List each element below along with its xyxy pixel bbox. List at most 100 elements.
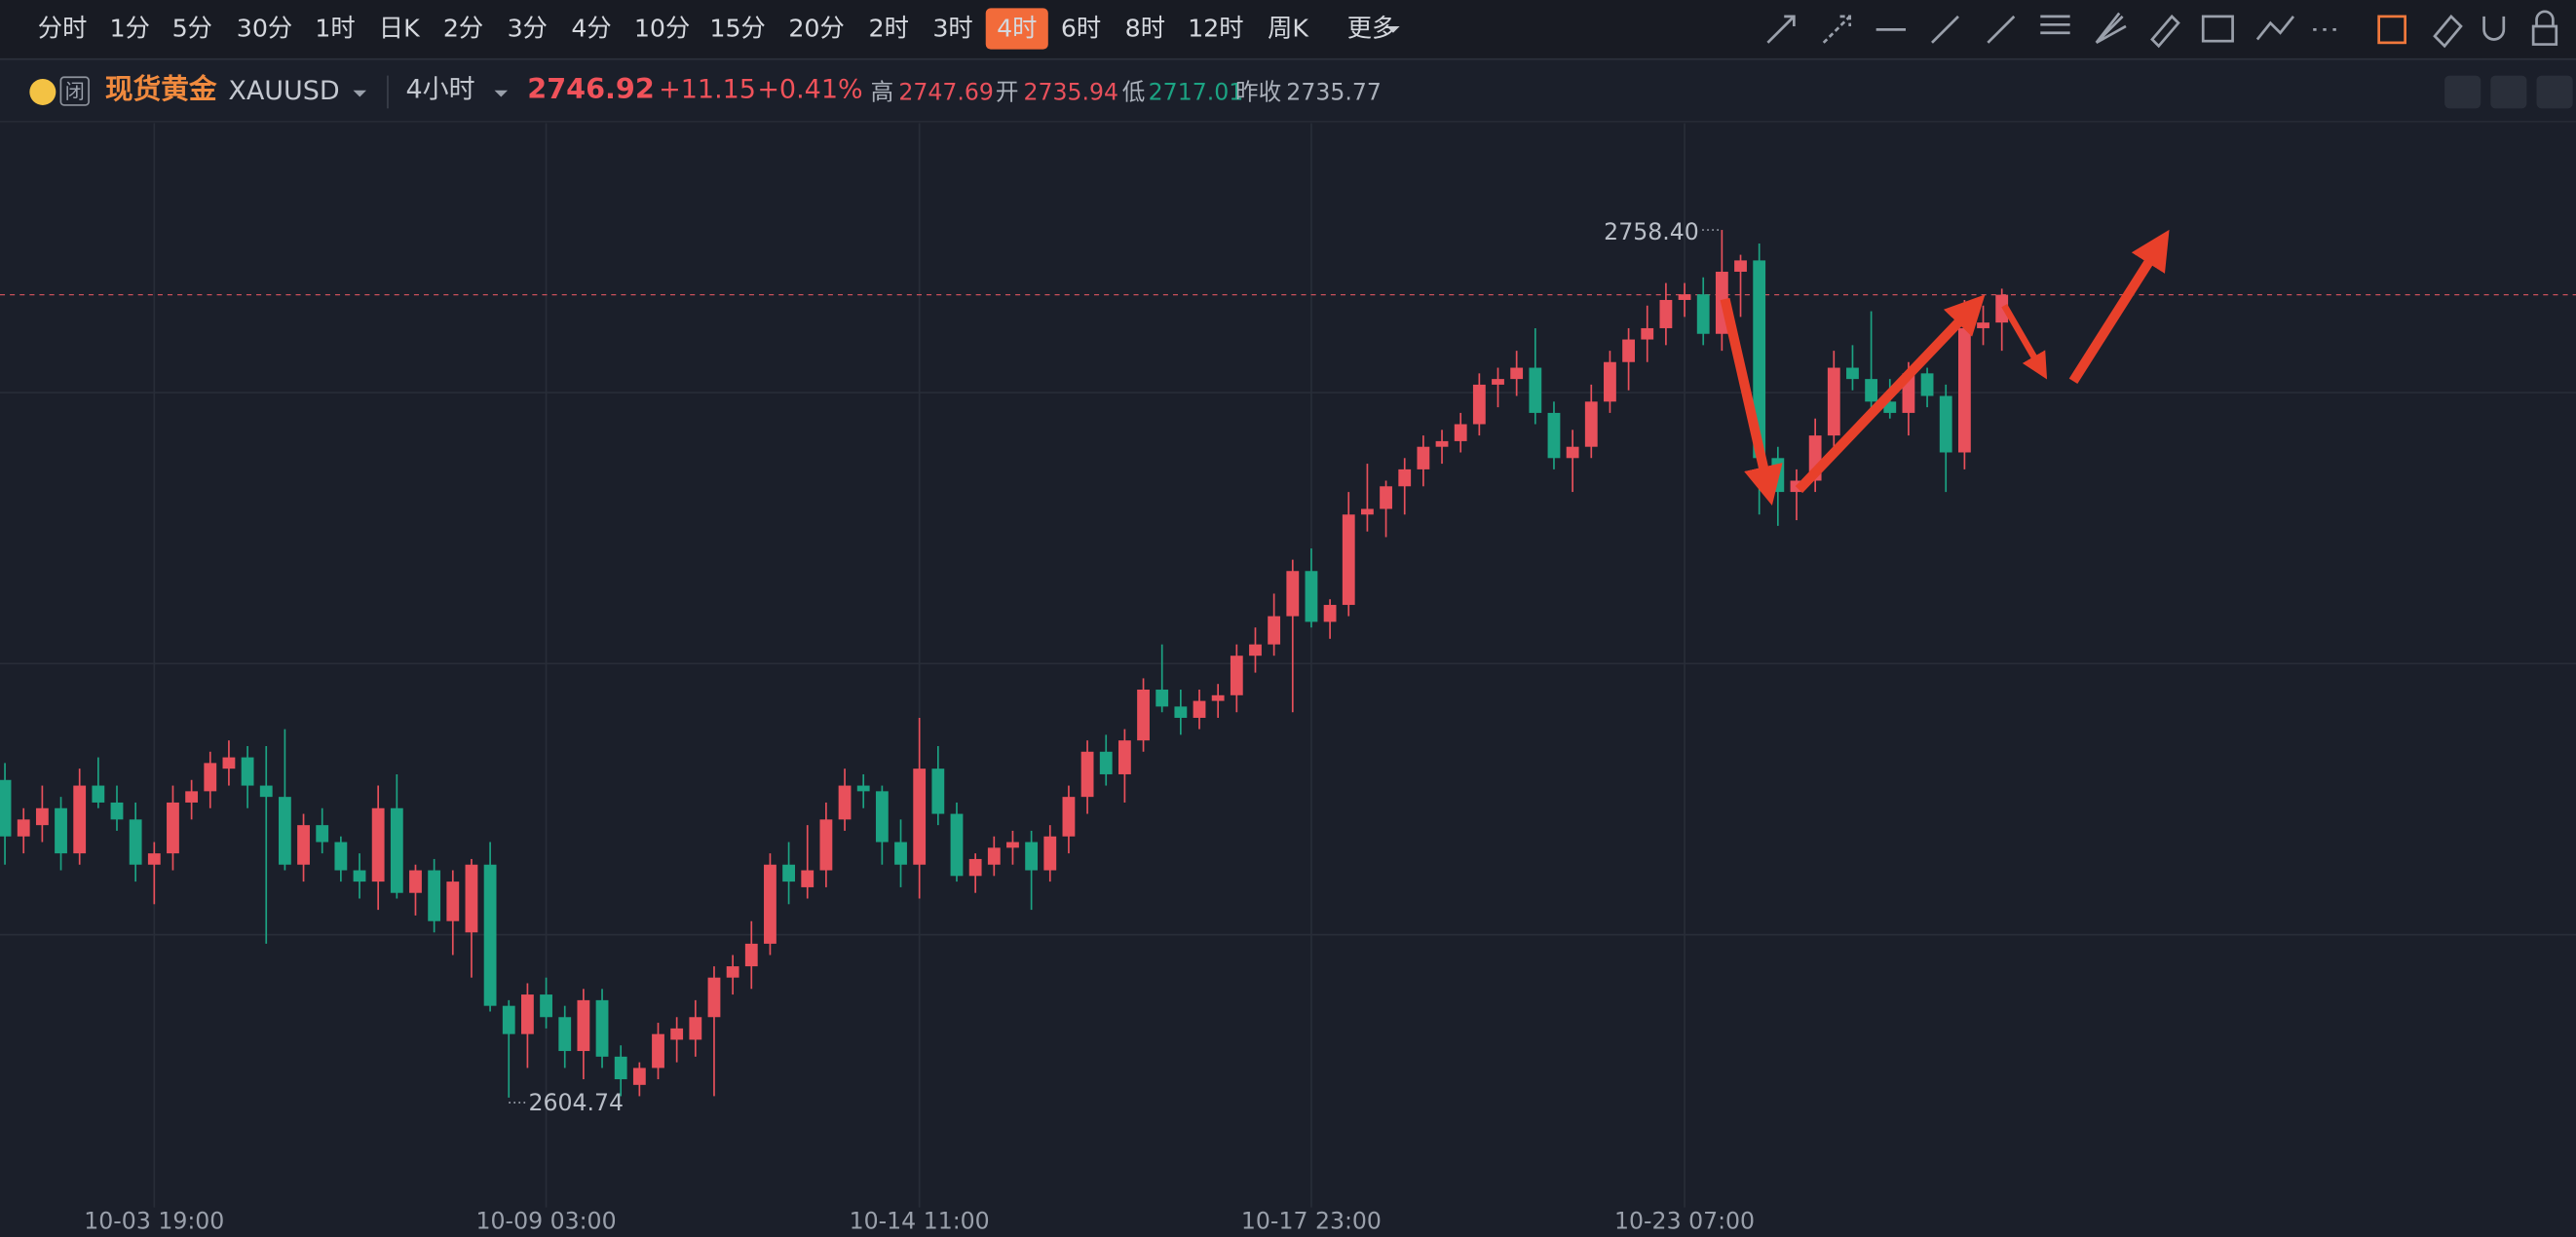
candle-body [595, 999, 609, 1057]
candle-body [1472, 384, 1486, 425]
period-tab[interactable]: 1时 [315, 14, 355, 42]
candle-body [0, 779, 12, 837]
candle-body [1417, 446, 1430, 469]
candle-body [540, 994, 552, 1018]
candle-body [744, 943, 758, 967]
candle-body [764, 864, 777, 944]
candle-body [1827, 367, 1840, 436]
period[interactable]: 4小时 [405, 74, 474, 104]
period-tab[interactable]: 15分 [709, 14, 765, 42]
period-tab[interactable]: 3时 [932, 14, 972, 42]
candle-body [465, 864, 478, 933]
candle-body [1174, 706, 1188, 718]
candle-body [1268, 616, 1281, 645]
tool-line[interactable] [1987, 15, 2016, 44]
indicator-button[interactable] [2444, 75, 2481, 109]
candle-body [1865, 379, 1878, 402]
candle-body [950, 813, 964, 877]
period-tab[interactable]: 分时 [38, 14, 88, 42]
candle-body [1211, 694, 1225, 701]
more-menu[interactable]: 更多 [1347, 14, 1397, 42]
toolbar [0, 0, 2576, 59]
candle-body [167, 802, 179, 854]
period-tab[interactable]: 4分 [571, 14, 611, 42]
candle-body [1771, 458, 1785, 493]
candle-body [1678, 294, 1691, 300]
period-tab[interactable]: 10分 [634, 14, 690, 42]
candle-body [1920, 373, 1934, 396]
candle-body [1977, 322, 1989, 328]
candle-body [446, 881, 460, 921]
candle-body [1286, 571, 1300, 617]
tool-trend[interactable] [2255, 16, 2295, 41]
period-tab[interactable]: 5分 [172, 14, 212, 42]
period-tab[interactable]: 日K [379, 14, 421, 42]
header-icons [29, 75, 2573, 109]
tool-eraser[interactable] [2433, 14, 2463, 49]
tool-brush[interactable] [2150, 14, 2180, 49]
tool-segment[interactable] [1931, 15, 1959, 44]
tool-arrow[interactable] [1766, 15, 1796, 44]
open: 2735.94 [1024, 79, 1119, 106]
candle-body [1641, 327, 1654, 340]
candle-body [1622, 339, 1635, 362]
candle-body [1155, 689, 1169, 707]
period-tab[interactable]: 30分 [237, 14, 292, 42]
period-tab[interactable]: 6时 [1061, 14, 1101, 42]
open-label: 开 [996, 79, 1019, 106]
low: 2717.01 [1149, 79, 1244, 106]
candle-body [278, 797, 291, 865]
candle-body [1584, 401, 1598, 447]
candle-body [1659, 299, 1673, 328]
period-tab[interactable]: 2时 [869, 14, 909, 42]
caret[interactable] [494, 90, 509, 97]
candle-body [1062, 797, 1076, 837]
candle-body [1099, 751, 1113, 774]
candle-body [17, 819, 30, 837]
candle-body [1957, 327, 1971, 453]
candle-body [241, 757, 254, 786]
candle-body [334, 842, 348, 871]
tool-edit[interactable] [2377, 15, 2406, 45]
x-tick-label: 10-23 07:00 [1614, 1207, 1755, 1234]
period-tab[interactable]: 12时 [1188, 14, 1243, 42]
candle-body [558, 1017, 572, 1052]
candle-body [390, 807, 403, 893]
drawing-tools [1766, 10, 2558, 49]
candle-body [894, 842, 907, 865]
arrow [2068, 229, 2170, 384]
candle-body [1137, 689, 1150, 741]
candle-body [502, 1005, 515, 1034]
x-tick-label: 10-09 03:00 [476, 1207, 617, 1234]
candle-body [483, 864, 497, 1006]
period-tab[interactable]: 3分 [508, 14, 548, 42]
candle-body [856, 785, 870, 792]
period-tab[interactable]: 4时 [997, 14, 1037, 42]
candle-body [222, 757, 236, 769]
tool-image[interactable] [2201, 15, 2234, 43]
tool-lock[interactable] [2531, 10, 2558, 46]
caret[interactable] [353, 90, 367, 97]
candle-body [1323, 605, 1337, 622]
period-tab[interactable]: 2分 [443, 14, 483, 42]
candle-body [92, 785, 105, 803]
candle-body [147, 853, 161, 865]
settings-button[interactable] [2536, 75, 2573, 109]
draw-button[interactable] [2490, 75, 2527, 109]
period-tab[interactable]: 8时 [1125, 14, 1165, 42]
period-tab[interactable]: 1分 [110, 14, 150, 42]
candle-body [1604, 361, 1616, 402]
period-tab[interactable]: 20分 [788, 14, 844, 42]
tool-fan[interactable] [2095, 12, 2127, 45]
candle-body [913, 768, 927, 865]
candle-body [652, 1033, 664, 1068]
candle-body [782, 864, 795, 882]
tool-fib[interactable] [2040, 15, 2070, 35]
period-tab[interactable]: 周K [1268, 14, 1309, 42]
tool-magnet[interactable] [2482, 16, 2506, 41]
candle-body [1454, 424, 1467, 441]
symbol[interactable]: XAUUSD [228, 76, 339, 106]
candle-body [316, 825, 329, 843]
